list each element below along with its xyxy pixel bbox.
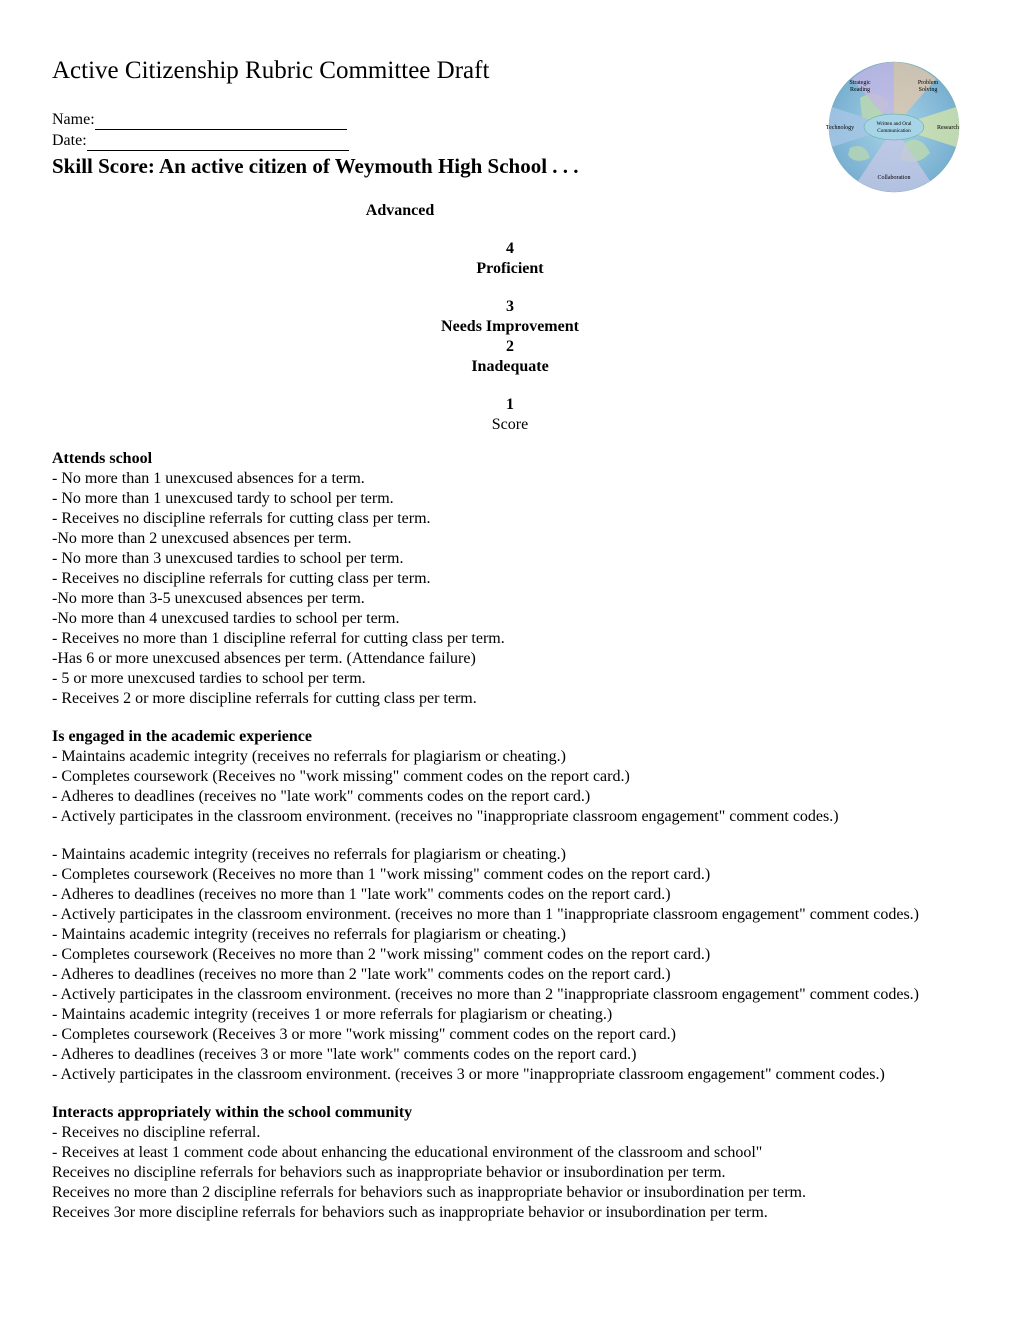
rubric-item: -No more than 4 unexcused tardies to sch… (52, 609, 968, 629)
name-underline (95, 129, 347, 130)
rubric-item: - Completes coursework (Receives no more… (52, 945, 968, 965)
rubric-item: - Maintains academic integrity (receives… (52, 747, 968, 767)
section-engaged-title: Is engaged in the academic experience (52, 727, 968, 747)
level-proficient: Proficient (52, 259, 968, 279)
rubric-item: - No more than 1 unexcused absences for … (52, 469, 968, 489)
engaged-group-1: - Maintains academic integrity (receives… (52, 747, 968, 827)
rubric-item: - Adheres to deadlines (receives 3 or mo… (52, 1045, 968, 1065)
level-2: 2 (52, 337, 968, 357)
name-label: Name: (52, 110, 95, 130)
rubric-item: -No more than 3-5 unexcused absences per… (52, 589, 968, 609)
seg-label: Collaboration (878, 175, 911, 181)
section-interacts-items: - Receives no discipline referral.- Rece… (52, 1123, 968, 1223)
rubric-item: - Actively participates in the classroom… (52, 985, 968, 1005)
rubric-item: Receives no more than 2 discipline refer… (52, 1183, 968, 1203)
rubric-item: - Actively participates in the classroom… (52, 1065, 968, 1085)
rubric-item: - Actively participates in the classroom… (52, 807, 968, 827)
rubric-item: - Completes coursework (Receives no more… (52, 865, 968, 885)
rubric-item: - Receives no more than 1 discipline ref… (52, 629, 968, 649)
level-inadequate: Inadequate (52, 357, 968, 377)
rubric-item: - Adheres to deadlines (receives no more… (52, 885, 968, 905)
level-1: 1 (52, 395, 968, 415)
rubric-item: -No more than 2 unexcused absences per t… (52, 529, 968, 549)
rubric-item: - Receives at least 1 comment code about… (52, 1143, 968, 1163)
skills-globe-diagram: Strategic Reading Problem Solving Resear… (820, 53, 968, 201)
engaged-group-2: - Maintains academic integrity (receives… (52, 845, 968, 925)
rubric-item: - Maintains academic integrity (receives… (52, 1005, 968, 1025)
rubric-item: Receives no discipline referrals for beh… (52, 1163, 968, 1183)
rubric-item: - Receives 2 or more discipline referral… (52, 689, 968, 709)
level-advanced: Advanced (0, 201, 968, 221)
date-field: Date: (52, 131, 810, 151)
engaged-group-4: - Maintains academic integrity (receives… (52, 1005, 968, 1085)
rubric-item: - Adheres to deadlines (receives no "lat… (52, 787, 968, 807)
header-left: Active Citizenship Rubric Committee Draf… (52, 55, 810, 198)
engaged-group-3: - Maintains academic integrity (receives… (52, 925, 968, 1005)
rubric-item: -Has 6 or more unexcused absences per te… (52, 649, 968, 669)
name-field: Name: (52, 110, 810, 130)
seg-label: Reading (850, 87, 870, 93)
level-3: 3 (52, 297, 968, 317)
level-4: 4 (52, 239, 968, 259)
rubric-item: - No more than 1 unexcused tardy to scho… (52, 489, 968, 509)
section-attends-items: - No more than 1 unexcused absences for … (52, 469, 968, 709)
rubric-item: - Maintains academic integrity (receives… (52, 845, 968, 865)
section-interacts-title: Interacts appropriately within the schoo… (52, 1103, 968, 1123)
seg-label: Solving (919, 87, 938, 93)
date-label: Date: (52, 131, 87, 151)
seg-label: Research (937, 125, 959, 131)
rubric-item: - Receives no discipline referrals for c… (52, 509, 968, 529)
seg-label: Strategic (849, 80, 871, 86)
skill-score-heading: Skill Score: An active citizen of Weymou… (52, 153, 810, 179)
seg-label: Technology (826, 125, 854, 131)
section-attends-title: Attends school (52, 449, 968, 469)
rubric-item: - 5 or more unexcused tardies to school … (52, 669, 968, 689)
rubric-item: - Completes coursework (Receives no "wor… (52, 767, 968, 787)
rubric-item: - No more than 3 unexcused tardies to sc… (52, 549, 968, 569)
center-label: Communication (877, 128, 911, 134)
rubric-item: - Receives no discipline referrals for c… (52, 569, 968, 589)
rubric-item: - Completes coursework (Receives 3 or mo… (52, 1025, 968, 1045)
level-needs-improvement: Needs Improvement (52, 317, 968, 337)
date-underline (87, 150, 349, 151)
rubric-item: - Receives no discipline referral. (52, 1123, 968, 1143)
level-score: Score (52, 415, 968, 435)
center-label: Written and Oral (877, 121, 912, 127)
page-header: Active Citizenship Rubric Committee Draf… (52, 55, 968, 201)
rubric-item: Receives 3or more discipline referrals f… (52, 1203, 968, 1223)
seg-label: Problem (918, 80, 939, 86)
rubric-item: - Adheres to deadlines (receives no more… (52, 965, 968, 985)
score-levels: Advanced 4 Proficient 3 Needs Improvemen… (52, 201, 968, 435)
rubric-item: - Actively participates in the classroom… (52, 905, 968, 925)
rubric-item: - Maintains academic integrity (receives… (52, 925, 968, 945)
document-title: Active Citizenship Rubric Committee Draf… (52, 55, 810, 86)
